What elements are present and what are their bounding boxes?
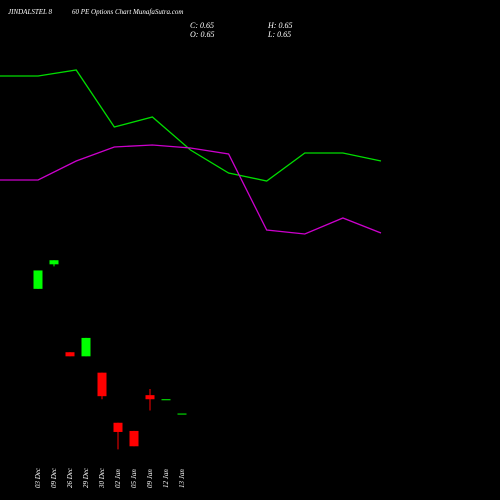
x-tick-label: 13 Jan xyxy=(178,469,186,488)
x-tick-label: 03 Dec xyxy=(34,467,42,488)
x-tick-label: 29 Dec xyxy=(82,467,90,488)
candle-body xyxy=(97,372,107,397)
candle-body xyxy=(65,352,75,357)
x-tick-label: 12 Jan xyxy=(162,469,170,488)
x-tick-label: 02 Jan xyxy=(114,469,122,488)
candle-body xyxy=(145,395,155,400)
indicator-line xyxy=(0,144,382,235)
summary: H: 0.65 xyxy=(267,21,292,30)
chart-title: 60 PE Options Chart MunafaSutra.com xyxy=(72,8,183,16)
x-tick-label: 09 Dec xyxy=(50,467,58,488)
summary: C: 0.65 xyxy=(190,21,214,30)
candle-body xyxy=(33,270,43,289)
candle-body xyxy=(161,399,171,401)
x-tick-label: 05 Jan xyxy=(130,469,138,488)
x-tick-label: 30 Dec xyxy=(98,467,106,489)
candle-body xyxy=(129,430,139,447)
candle-body xyxy=(177,413,187,415)
indicator-line xyxy=(0,69,382,182)
candle-body xyxy=(113,422,123,432)
candle-body xyxy=(81,337,91,357)
summary: L: 0.65 xyxy=(267,30,291,39)
x-tick-label: 26 Dec xyxy=(66,467,74,488)
chart-title: JINDALSTEL 8 xyxy=(8,8,53,16)
candle-body xyxy=(49,260,59,265)
summary: O: 0.65 xyxy=(190,30,214,39)
x-tick-label: 09 Jan xyxy=(146,469,154,488)
